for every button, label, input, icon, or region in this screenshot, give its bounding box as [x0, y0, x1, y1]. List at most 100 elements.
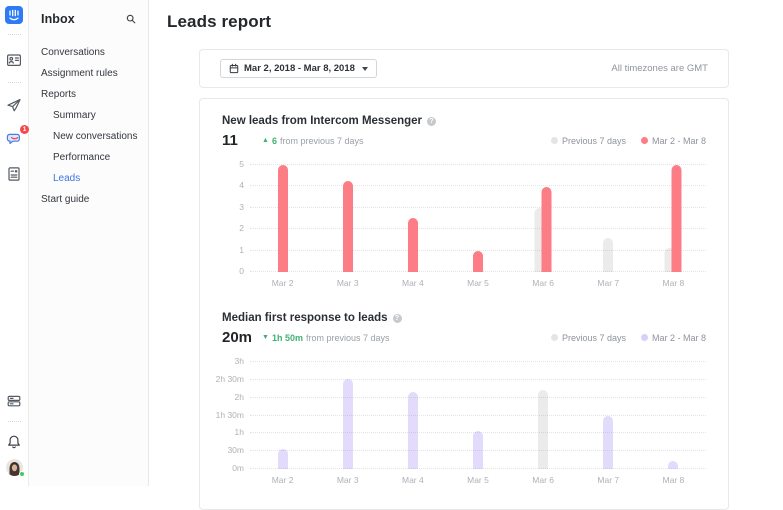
- date-range-label: Mar 2, 2018 - Mar 8, 2018: [244, 63, 355, 74]
- bar-previous-7-days[interactable]: [603, 238, 614, 272]
- chart-column: [315, 165, 380, 272]
- articles-icon[interactable]: [5, 165, 23, 183]
- bar-mar-2---mar-8[interactable]: [407, 218, 418, 272]
- page-title: Leads report: [167, 12, 272, 31]
- rail-divider: [7, 82, 21, 83]
- sidebar-item-conversations[interactable]: Conversations: [41, 47, 105, 58]
- notifications-bell-icon[interactable]: [5, 433, 23, 451]
- y-axis-label: 30m: [227, 445, 244, 456]
- date-range-picker[interactable]: Mar 2, 2018 - Mar 8, 2018: [220, 59, 377, 78]
- gridline: [250, 206, 706, 208]
- chart-median-first-response: Median first response to leads ? 20m ▼ 1…: [216, 312, 706, 485]
- gridline: [250, 450, 706, 452]
- intercom-logo[interactable]: [5, 6, 23, 24]
- delta-value: 1h 50m: [271, 332, 303, 343]
- delta-suffix: from previous 7 days: [279, 135, 364, 146]
- gridline: [250, 361, 706, 362]
- legend-dot-previous: [550, 137, 558, 144]
- chart-legend: Previous 7 days Mar 2 - Mar 8: [550, 332, 706, 343]
- bar-previous-7-days[interactable]: [534, 208, 545, 272]
- sidebar-nav-list: Conversations Assignment rules Reports Summ…: [29, 42, 148, 210]
- bar-mar-2---mar-8[interactable]: [277, 165, 288, 272]
- sidebar-item-performance[interactable]: Performance: [53, 152, 111, 163]
- bar-mar-2---mar-8[interactable]: [603, 416, 614, 469]
- help-icon[interactable]: ?: [392, 313, 402, 323]
- bar-mar-2---mar-8[interactable]: [668, 461, 679, 469]
- trend-up-icon: ▲: [262, 137, 269, 144]
- sidebar-item-new-conversations[interactable]: New conversations: [53, 131, 138, 142]
- paper-plane-icon[interactable]: [5, 96, 23, 114]
- legend-item-current: Mar 2 - Mar 8: [640, 135, 706, 146]
- x-axis-label: Mar 2: [271, 475, 294, 485]
- legend-label: Mar 2 - Mar 8: [651, 332, 706, 343]
- bar-mar-2---mar-8[interactable]: [342, 181, 353, 272]
- online-status-dot: [18, 471, 25, 477]
- sidebar-item-leads[interactable]: Leads: [53, 173, 81, 184]
- gridline: [250, 378, 706, 380]
- x-axis-label: Mar 5: [467, 475, 489, 485]
- inbox-stack-icon[interactable]: [5, 392, 23, 410]
- chart-column: [641, 362, 706, 469]
- sidebar-item-summary[interactable]: Summary: [53, 110, 96, 121]
- bar-chart-plot: 0m 30m 1h 1h 30m 2h 2h 30m 3h: [216, 356, 706, 473]
- messenger-icon[interactable]: 1: [5, 125, 29, 148]
- bar-previous-7-days[interactable]: [664, 248, 675, 272]
- chart-title: Median first response to leads: [222, 312, 388, 324]
- gridline: [250, 396, 706, 398]
- bar-mar-2---mar-8[interactable]: [671, 165, 682, 272]
- bar-mar-2---mar-8[interactable]: [472, 431, 483, 469]
- bar-mar-2---mar-8[interactable]: [541, 187, 552, 272]
- y-axis-label: 3: [239, 201, 244, 212]
- bar-mar-2---mar-8[interactable]: [472, 251, 483, 272]
- x-axis-label: Mar 7: [597, 278, 620, 288]
- y-axis-label: 0: [239, 266, 244, 276]
- gridline: [250, 468, 706, 469]
- chart-column: [250, 165, 315, 272]
- legend-dot-previous: [550, 334, 558, 341]
- bar-previous-7-days[interactable]: [538, 390, 549, 469]
- chart-new-leads: New leads from Intercom Messenger ? 11 ▲…: [222, 115, 706, 288]
- y-axis-label: 1h 30m: [215, 409, 244, 420]
- legend-label: Mar 2 - Mar 8: [651, 135, 706, 146]
- help-icon[interactable]: ?: [427, 116, 437, 126]
- x-axis-label: Mar 3: [336, 475, 359, 485]
- user-avatar[interactable]: [5, 459, 25, 477]
- legend-dot-current: [640, 137, 648, 144]
- y-axis-label: 3h: [234, 356, 244, 366]
- chevron-down-icon: [361, 66, 368, 71]
- bar-mar-2---mar-8[interactable]: [407, 392, 418, 469]
- main-content: Leads report Mar 2, 2018 - Mar 8, 2018 A…: [149, 0, 783, 510]
- sidebar-item-start-guide[interactable]: Start guide: [41, 194, 90, 205]
- bar-chart-plot: 0 1 2 3 4 5: [239, 159, 706, 276]
- sidebar-item-assignment-rules[interactable]: Assignment rules: [41, 68, 118, 79]
- report-toolbar: Mar 2, 2018 - Mar 8, 2018 All timezones …: [199, 49, 729, 88]
- rail-divider: [7, 421, 21, 422]
- trend-down-icon: ▼: [262, 334, 269, 341]
- chart-column: [576, 165, 641, 272]
- timezone-note: All timezones are GMT: [611, 63, 708, 74]
- sidebar-item-reports[interactable]: Reports: [41, 89, 77, 100]
- charts-card: New leads from Intercom Messenger ? 11 ▲…: [199, 98, 729, 510]
- chart-column: [380, 165, 445, 272]
- delta-indicator: ▼ 1h 50m from previous 7 days: [262, 333, 390, 343]
- app-rail: 1: [0, 0, 29, 486]
- x-axis-label: Mar 4: [401, 475, 424, 485]
- x-axis-label: Mar 3: [336, 278, 359, 288]
- y-axis-label: 5: [239, 159, 244, 169]
- y-axis-label: 1: [239, 244, 244, 255]
- notification-badge: 1: [20, 125, 29, 134]
- y-axis-label: 2h 30m: [215, 373, 244, 384]
- x-axis-label: Mar 2: [271, 278, 294, 288]
- legend-label: Previous 7 days: [561, 332, 626, 343]
- search-icon[interactable]: [126, 14, 136, 24]
- sidebar-title: Inbox: [41, 12, 75, 26]
- bar-mar-2---mar-8[interactable]: [277, 449, 288, 469]
- legend-item-previous: Previous 7 days: [550, 332, 626, 343]
- bar-mar-2---mar-8[interactable]: [342, 379, 353, 469]
- y-axis-label: 1h: [234, 427, 244, 438]
- x-axis-label: Mar 6: [532, 278, 554, 288]
- x-axis-label: Mar 8: [662, 475, 685, 485]
- x-axis-label: Mar 7: [597, 475, 620, 485]
- contacts-icon[interactable]: [5, 51, 23, 69]
- gridline: [250, 164, 706, 165]
